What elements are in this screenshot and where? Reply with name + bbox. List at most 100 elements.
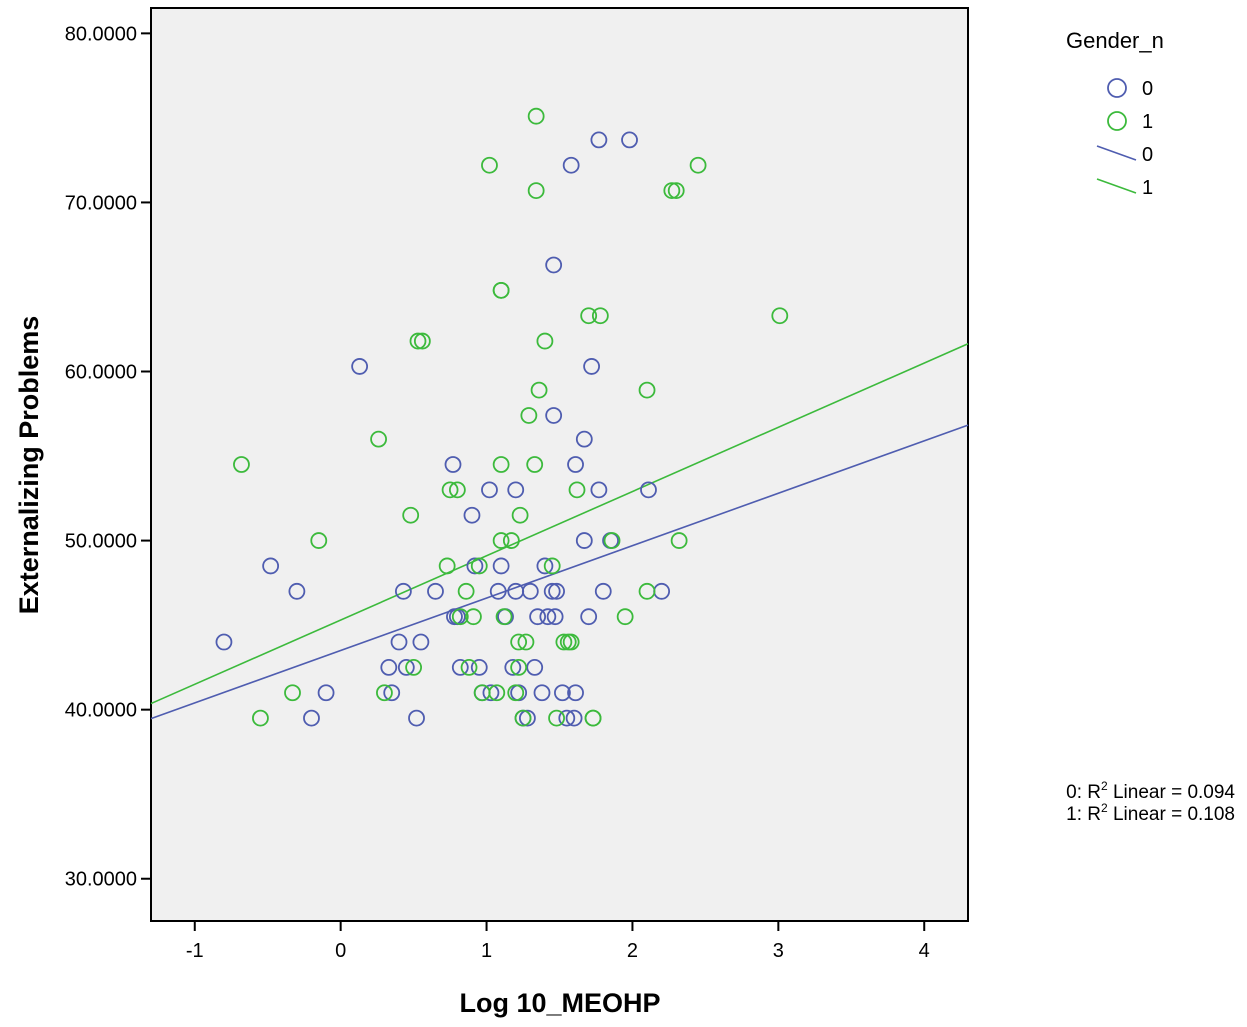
point-series-1-10 <box>438 557 456 575</box>
point-series-1-26 <box>502 532 520 549</box>
point-series-0-49 <box>567 684 584 702</box>
x-tick-label-3: 2 <box>627 940 638 962</box>
point-series-1-35 <box>527 107 545 125</box>
legend-line-1 <box>1096 178 1137 194</box>
point-series-1-22 <box>492 456 510 473</box>
point-series-1-2 <box>284 684 301 702</box>
y-tick-label-2: 50.0000 <box>65 531 137 553</box>
point-series-1-0 <box>233 456 250 473</box>
point-series-1-37 <box>530 381 548 399</box>
point-series-1-56 <box>689 156 707 174</box>
point-series-1-36 <box>527 182 545 200</box>
y-axis-title: Externalizing Problems <box>14 316 44 615</box>
point-series-1-54 <box>667 182 685 200</box>
point-series-0-13 <box>427 582 444 600</box>
point-series-0-12 <box>412 633 430 651</box>
point-series-1-19 <box>481 156 498 174</box>
point-series-1-43 <box>562 633 580 651</box>
point-series-0-2 <box>288 582 306 600</box>
legend: Gender_n 0 1 0 1 <box>1066 28 1164 199</box>
point-series-0-27 <box>504 658 522 676</box>
y-tick-label-1: 40.0000 <box>65 700 137 722</box>
point-series-0-36 <box>533 684 551 702</box>
point-series-1-49 <box>603 532 621 549</box>
point-series-0-56 <box>594 582 612 600</box>
point-series-0-41 <box>545 256 563 274</box>
point-series-0-34 <box>526 658 544 676</box>
point-series-0-9 <box>394 582 412 600</box>
point-series-0-20 <box>470 658 488 676</box>
point-series-0-53 <box>583 358 600 375</box>
y-tick-label-4: 70.0000 <box>65 192 137 214</box>
legend-marker-1 <box>1107 111 1127 131</box>
point-series-0-45 <box>558 709 576 727</box>
point-series-0-40 <box>545 407 563 424</box>
point-series-0-7 <box>383 684 401 702</box>
point-series-1-5 <box>376 684 393 702</box>
point-series-0-0 <box>215 633 233 651</box>
point-series-0-58 <box>621 131 638 149</box>
point-series-1-50 <box>616 608 634 626</box>
point-series-0-19 <box>466 557 484 575</box>
point-series-1-11 <box>441 481 459 499</box>
point-series-1-39 <box>543 557 561 575</box>
legend-label-marker-0: 0 <box>1142 78 1153 100</box>
point-series-1-55 <box>670 532 688 549</box>
point-series-1-40 <box>548 709 565 727</box>
point-series-1-57 <box>771 307 789 325</box>
point-series-1-33 <box>520 407 538 424</box>
point-series-1-29 <box>510 658 528 676</box>
point-series-1-31 <box>514 709 532 727</box>
point-series-0-8 <box>390 633 408 651</box>
fit-line-series-0 <box>150 424 969 720</box>
x-tick-label-2: 1 <box>481 940 492 962</box>
point-series-0-5 <box>351 358 369 375</box>
point-series-0-3 <box>303 709 320 727</box>
point-series-1-6 <box>402 506 420 524</box>
x-tick-label-5: 4 <box>919 940 930 962</box>
point-series-1-15 <box>460 658 478 676</box>
point-series-0-18 <box>463 506 481 524</box>
point-series-0-59 <box>640 481 657 499</box>
point-series-0-38 <box>539 608 557 626</box>
point-series-1-21 <box>492 532 510 549</box>
point-series-1-3 <box>310 532 328 549</box>
point-series-1-16 <box>465 608 482 626</box>
point-series-1-24 <box>492 281 510 299</box>
point-series-0-55 <box>590 481 608 499</box>
point-series-0-52 <box>580 608 598 626</box>
point-series-0-39 <box>543 582 561 600</box>
legend-label-line-1: 1 <box>1142 177 1153 199</box>
point-series-0-4 <box>317 684 335 702</box>
point-series-1-53 <box>663 182 681 200</box>
y-tick-label-5: 80.0000 <box>65 23 137 45</box>
point-series-0-6 <box>380 658 398 676</box>
point-series-0-50 <box>575 430 593 448</box>
point-series-1-32 <box>517 633 535 651</box>
point-series-1-41 <box>555 633 573 651</box>
point-series-1-27 <box>507 684 525 702</box>
point-series-1-9 <box>413 332 431 350</box>
y-tick-label-3: 60.0000 <box>65 362 137 384</box>
point-series-0-11 <box>408 709 425 727</box>
data-points <box>215 107 789 727</box>
point-series-1-17 <box>470 557 488 575</box>
point-series-1-52 <box>638 582 656 600</box>
point-series-0-25 <box>492 557 510 575</box>
legend-label-marker-1: 1 <box>1142 111 1153 133</box>
point-series-0-10 <box>397 658 415 676</box>
point-series-1-20 <box>488 684 506 702</box>
point-series-0-23 <box>482 684 500 702</box>
point-series-1-12 <box>448 481 466 499</box>
x-axis-title: Log 10_MEOHP <box>459 988 660 1018</box>
point-series-0-37 <box>536 557 554 575</box>
point-series-1-34 <box>526 456 544 473</box>
point-series-1-25 <box>495 608 513 626</box>
point-series-0-43 <box>548 582 565 600</box>
point-series-1-4 <box>370 430 387 448</box>
point-series-0-29 <box>507 481 525 499</box>
point-series-1-30 <box>511 506 529 524</box>
point-series-1-45 <box>580 307 598 325</box>
